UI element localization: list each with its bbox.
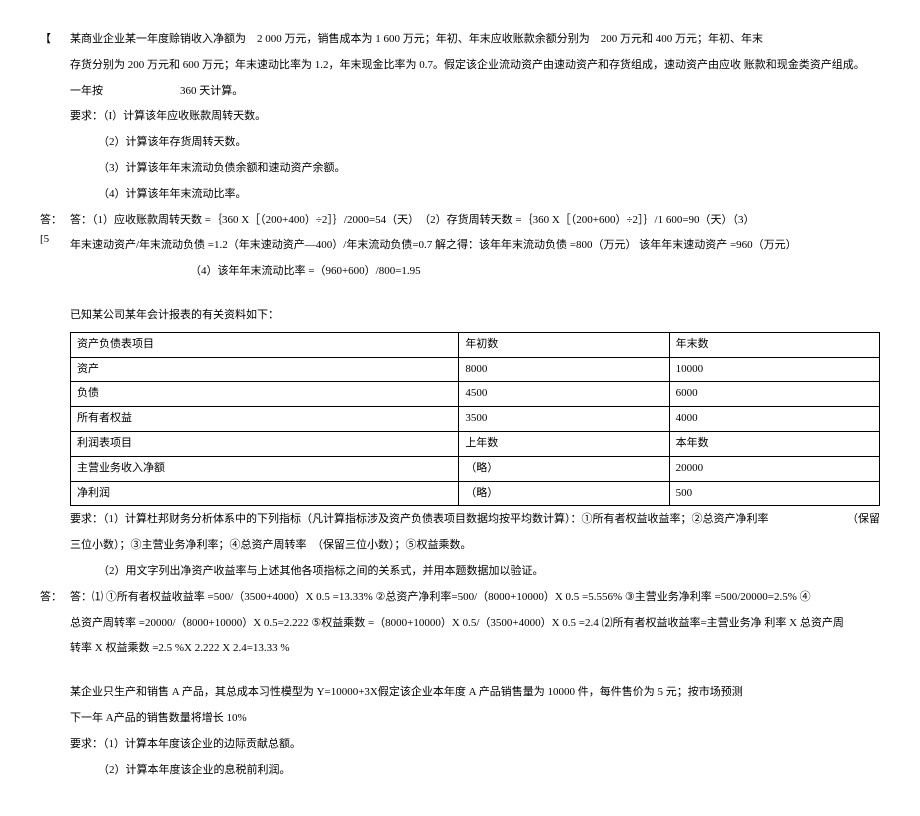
cell: 资产负债表项目	[71, 332, 459, 357]
q2-req1a: 要求：（1）计算杜邦财务分析体系中的下列指标（凡计算指标涉及资产负债表项目数据均…	[70, 513, 769, 525]
q1-line1: 某商业企业某一年度赊销收入净额为 2 000 万元，销售成本为 1 600 万元…	[70, 30, 880, 50]
cell: 上年数	[459, 431, 669, 456]
a2-line2: 总资产周转率 =20000/（8000+10000）X 0.5=2.222 ⑤权…	[70, 614, 880, 634]
cell: 年末数	[669, 332, 879, 357]
balance-sheet-table: 资产负债表项目 年初数 年末数 资产 8000 10000 负债 4500 60…	[70, 332, 880, 507]
a1-line1: 答：（1）应收账款周转天数 =｛360 X［（200+400）÷2］｝/2000…	[70, 211, 880, 231]
q2-intro: 已知某公司某年会计报表的有关资料如下：	[70, 306, 880, 326]
table-row: 主营业务收入净额 （略） 20000	[71, 456, 880, 481]
q3-req1: 要求：（1）计算本年度该企业的边际贡献总额。	[70, 735, 880, 755]
a1-line3: （4）该年年末流动比率 =（960+600）/800=1.95	[190, 262, 880, 282]
q3-line2: 下一年 A产品的销售数量将增长 10%	[70, 709, 880, 729]
q1-line2: 存货分别为 200 万元和 600 万元；年末速动比率为 1.2，年末现金比率为…	[70, 56, 880, 76]
q2-req1: 要求：（1）计算杜邦财务分析体系中的下列指标（凡计算指标涉及资产负债表项目数据均…	[70, 510, 880, 530]
table-row: 资产负债表项目 年初数 年末数	[71, 332, 880, 357]
answer-num: [5	[40, 233, 49, 245]
cell: 主营业务收入净额	[71, 456, 459, 481]
cell: 6000	[669, 382, 879, 407]
a1-line2: 年末速动资产/年末流动负债 =1.2（年末速动资产—400）/年末流动负债=0.…	[70, 236, 880, 256]
cell: 4500	[459, 382, 669, 407]
a2-line3: 转率 X 权益乘数 =2.5 %X 2.222 X 2.4=13.33 %	[70, 639, 880, 659]
q1-line3: 一年按 360 天计算。	[70, 82, 880, 102]
cell: 资产	[71, 357, 459, 382]
answer2-label: 答：	[40, 588, 70, 608]
table-row: 所有者权益 3500 4000	[71, 407, 880, 432]
table-row: 资产 8000 10000	[71, 357, 880, 382]
cell: 本年数	[669, 431, 879, 456]
bracket-mark: 【	[40, 30, 70, 50]
cell: 利润表项目	[71, 431, 459, 456]
cell: 20000	[669, 456, 879, 481]
cell: 10000	[669, 357, 879, 382]
cell: 负债	[71, 382, 459, 407]
q3-req2: （2）计算本年度该企业的息税前利润。	[98, 761, 880, 781]
a2-line1: 答：⑴ ①所有者权益收益率 =500/（3500+4000）X 0.5 =13.…	[70, 588, 880, 608]
q2-req2: （2）用文字列出净资产收益率与上述其他各项指标之间的关系式，并用本题数据加以验证…	[98, 562, 880, 582]
answer1-label: 答： [5	[40, 211, 70, 251]
cell: 500	[669, 481, 879, 506]
answer-tag: 答：	[40, 214, 62, 226]
q2-req1c: 三位小数）；③主营业务净利率；④总资产周转率 （保留三位小数）；⑤权益乘数。	[70, 536, 880, 556]
cell: 3500	[459, 407, 669, 432]
q1-req3: （3）计算该年年末流动负债余额和速动资产余额。	[98, 159, 880, 179]
cell: 8000	[459, 357, 669, 382]
cell: 净利润	[71, 481, 459, 506]
table-row: 净利润 （略） 500	[71, 481, 880, 506]
q1-req1: 要求：（I）计算该年应收账款周转天数。	[70, 107, 880, 127]
q1-req4: （4）计算该年年末流动比率。	[98, 185, 880, 205]
q1-req2: （2）计算该年存货周转天数。	[98, 133, 880, 153]
cell: 所有者权益	[71, 407, 459, 432]
cell: （略）	[459, 481, 669, 506]
table-row: 负债 4500 6000	[71, 382, 880, 407]
table-row: 利润表项目 上年数 本年数	[71, 431, 880, 456]
q3-line1: 某企业只生产和销售 A 产品，其总成本习性模型为 Y=10000+3X假定该企业…	[70, 683, 880, 703]
cell: （略）	[459, 456, 669, 481]
q2-req1b: （保留	[847, 510, 880, 530]
cell: 4000	[669, 407, 879, 432]
cell: 年初数	[459, 332, 669, 357]
